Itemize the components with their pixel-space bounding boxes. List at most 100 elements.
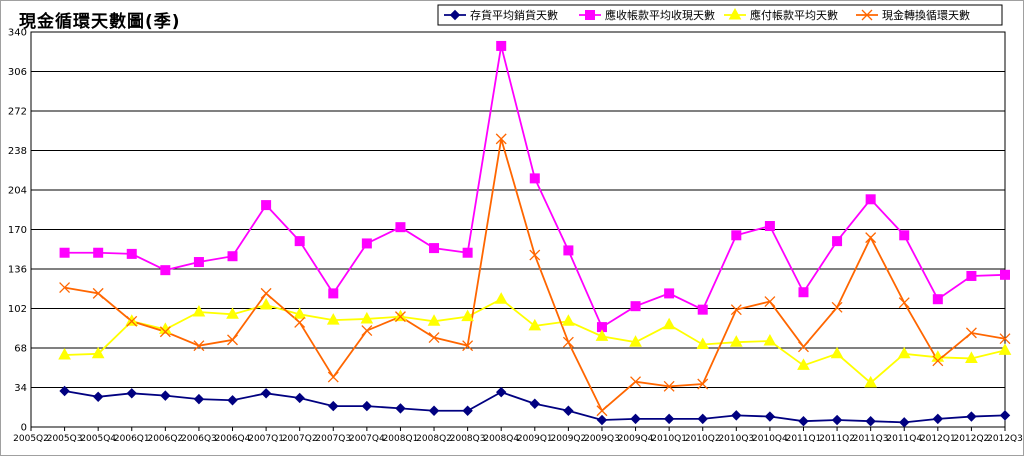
data-point-3 (864, 375, 878, 388)
y-tick-label: 0 (21, 423, 27, 434)
data-point-2 (832, 236, 843, 247)
data-point-3 (797, 358, 810, 370)
data-point-2 (227, 251, 238, 262)
data-point-1 (227, 395, 238, 406)
data-point-2 (865, 194, 876, 205)
data-point-1 (999, 410, 1011, 421)
data-point-1 (899, 417, 910, 428)
data-point-4 (428, 332, 440, 344)
series-markers (58, 40, 1012, 428)
data-point-2 (932, 294, 943, 305)
series-lines (64, 45, 1006, 424)
data-point-1 (193, 393, 205, 405)
data-point-1 (395, 403, 406, 414)
data-point-2 (966, 270, 977, 281)
data-point-2 (328, 288, 339, 299)
data-point-4 (999, 333, 1011, 345)
data-point-2 (563, 245, 574, 256)
data-point-3 (897, 346, 911, 359)
y-tick-label: 136 (8, 265, 27, 276)
data-point-3 (427, 314, 441, 326)
data-point-4 (562, 336, 574, 348)
data-point-3 (461, 309, 474, 322)
x-tick-label: 2008Q3 (450, 434, 486, 444)
legend-marker (728, 7, 742, 20)
data-point-4 (361, 325, 373, 337)
data-point-2 (764, 221, 775, 232)
data-point-1 (328, 400, 339, 412)
data-point-2 (59, 247, 70, 258)
x-tick-label: 2011Q2 (819, 434, 855, 444)
data-point-3 (965, 351, 978, 363)
x-tick-label: 2012Q1 (920, 434, 956, 444)
data-point-3 (192, 304, 206, 317)
data-point-4 (663, 380, 675, 392)
data-point-1 (428, 405, 440, 416)
data-point-4 (159, 326, 171, 338)
data-point-4 (260, 287, 272, 299)
legend-marker (449, 9, 461, 21)
data-point-2 (193, 257, 204, 268)
data-point-3 (360, 311, 374, 324)
data-point-4 (965, 327, 977, 339)
data-point-4 (327, 371, 339, 383)
data-point-4 (831, 301, 843, 313)
data-point-4 (865, 232, 877, 244)
data-point-1 (59, 385, 70, 397)
data-point-4 (92, 287, 104, 299)
data-point-2 (294, 236, 305, 247)
data-point-2 (93, 247, 104, 258)
data-point-4 (193, 340, 205, 352)
data-point-2 (630, 301, 641, 312)
legend-box (437, 4, 1003, 26)
data-point-2 (664, 288, 675, 299)
data-point-3 (125, 314, 139, 326)
y-tick-label: 102 (8, 304, 27, 315)
x-tick-label: 2007Q2 (282, 434, 318, 444)
data-point-3 (998, 343, 1012, 355)
data-point-1 (361, 400, 373, 412)
series-line-3 (64, 298, 1006, 385)
y-tick-label: 340 (8, 28, 27, 39)
data-point-1 (831, 414, 843, 426)
x-tick-label: 2010Q3 (718, 434, 754, 444)
x-tick-label: 2012Q2 (954, 434, 990, 444)
legend: 存貨平均銷貨天數 應收帳款平均收現天數 應付帳款平均天數 現金轉換循環天數 (437, 4, 1003, 26)
data-point-2 (496, 40, 507, 51)
data-point-4 (462, 340, 474, 352)
data-point-4 (764, 296, 776, 307)
data-point-2 (429, 243, 440, 254)
data-point-1 (126, 388, 137, 399)
data-point-2 (731, 230, 742, 241)
x-tick-label: 2008Q2 (416, 434, 452, 444)
x-tick-label: 2006Q2 (147, 434, 183, 444)
data-point-1 (630, 413, 641, 425)
y-tick-label: 306 (8, 67, 27, 78)
data-point-4 (126, 315, 138, 327)
data-point-2 (697, 304, 708, 315)
data-point-4 (798, 341, 809, 353)
data-point-3 (763, 333, 777, 346)
data-point-3 (595, 329, 609, 341)
data-point-3 (259, 297, 273, 310)
data-point-4 (932, 355, 944, 367)
data-point-2 (1000, 269, 1010, 280)
data-point-1 (932, 413, 944, 425)
data-point-2 (361, 238, 372, 249)
data-point-1 (495, 386, 507, 398)
x-tick-label: 2006Q3 (181, 434, 217, 444)
x-tick-label: 2007Q4 (349, 434, 385, 444)
series-line-2 (64, 45, 1006, 329)
legend-label: 應收帳款平均收現天數 (605, 8, 715, 22)
data-point-1 (92, 391, 104, 403)
data-point-1 (462, 405, 473, 416)
x-tick-label: 2011Q1 (786, 434, 822, 444)
data-point-3 (562, 314, 575, 326)
x-tick-label: 2011Q4 (886, 434, 922, 444)
x-tick-label: 2009Q3 (584, 434, 620, 444)
data-point-1 (563, 405, 574, 416)
data-point-2 (529, 173, 540, 184)
data-point-2 (899, 230, 910, 241)
